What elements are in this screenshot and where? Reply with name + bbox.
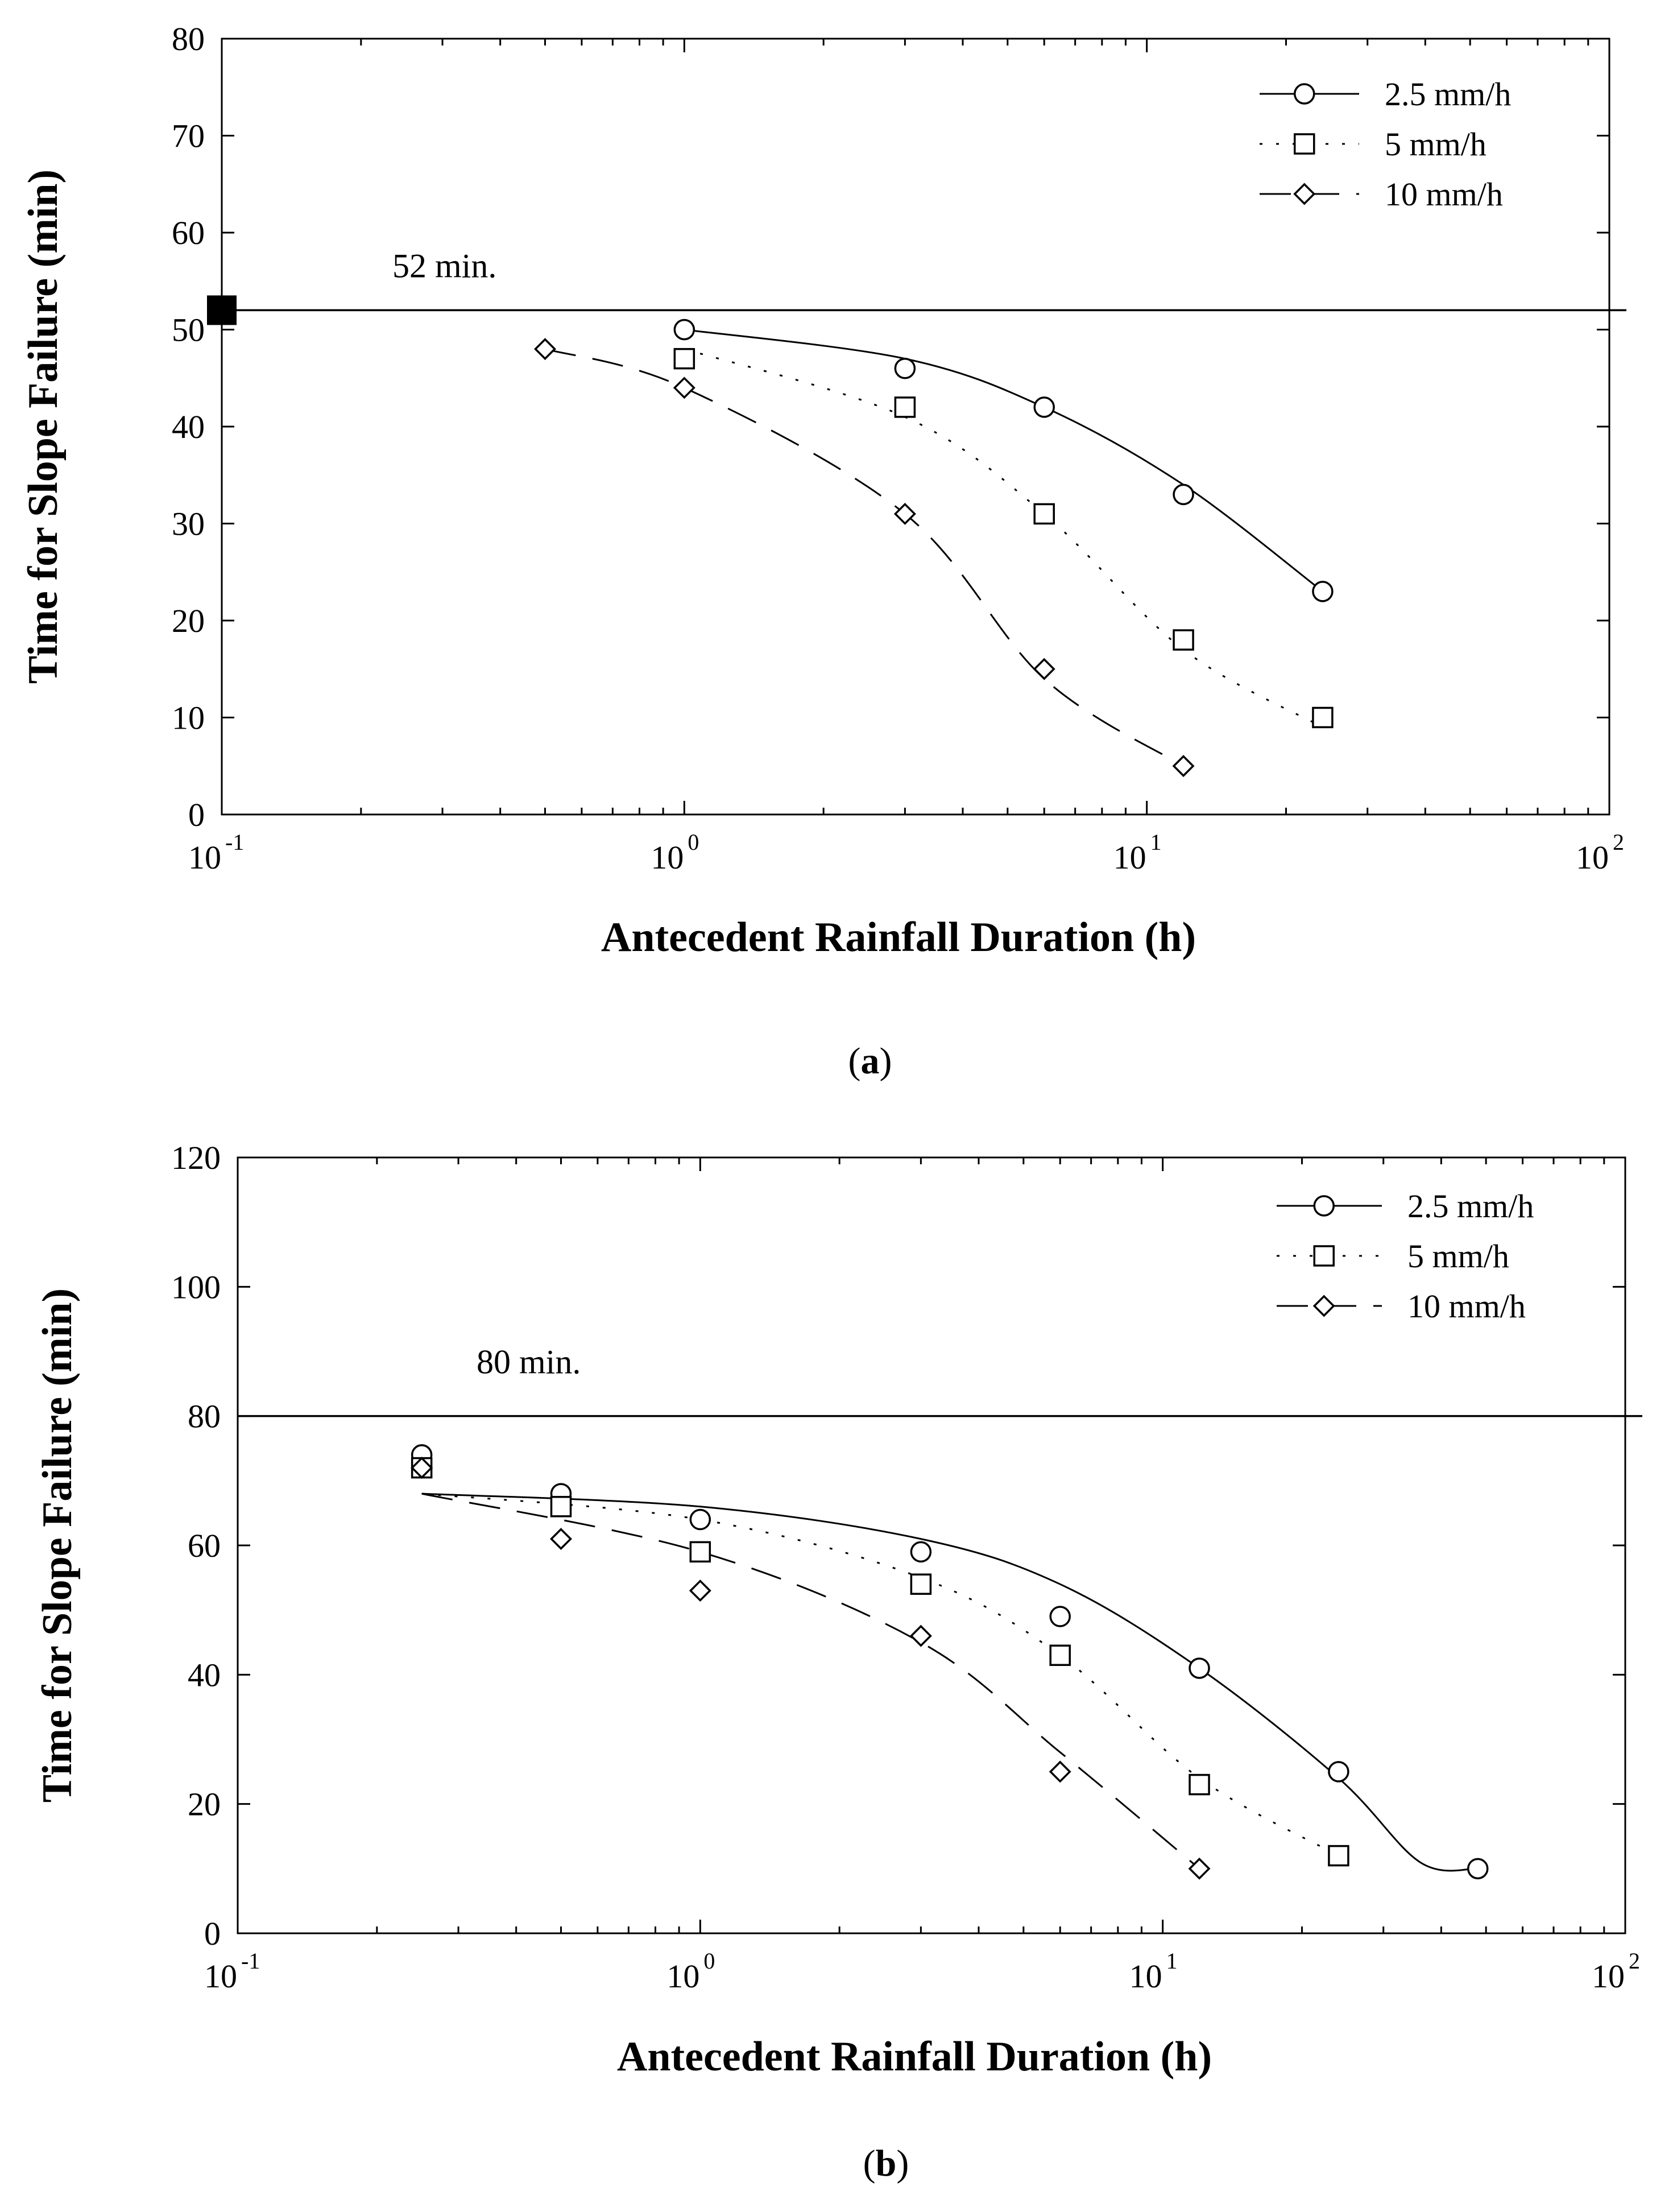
y-tick-label: 20 (172, 602, 205, 639)
x-tick-exponent: 1 (1166, 1948, 1178, 1974)
data-point-diamond (550, 1528, 572, 1551)
data-point-diamond (1049, 1760, 1071, 1783)
legend-diamond-marker (1293, 183, 1316, 205)
x-tick-label: 10 (188, 839, 221, 876)
trend-line-5-mm-h (684, 348, 1323, 728)
x-tick-label: 10 (1592, 1958, 1625, 1995)
trend-line-2-5-mm-h (421, 1492, 1478, 1872)
x-tick-label: 10 (204, 1958, 237, 1995)
data-point-square (1049, 1644, 1071, 1666)
data-point-circle (1328, 1761, 1349, 1783)
reference-line-label: 52 min. (392, 247, 496, 284)
data-point-square (1173, 629, 1194, 651)
data-point-square (1312, 706, 1334, 729)
x-tick-exponent: 0 (703, 1948, 715, 1974)
data-point-square (894, 396, 916, 418)
data-point-square (1033, 503, 1055, 525)
data-point-circle (910, 1541, 932, 1563)
panel-caption: (a) (848, 1040, 892, 1082)
data-point-circle (1312, 581, 1334, 602)
data-point-circle (894, 357, 916, 379)
legend-diamond-marker (1312, 1295, 1335, 1317)
data-point-circle (1467, 1858, 1489, 1880)
x-tick-label: 10 (651, 839, 684, 876)
reference-marker (207, 295, 237, 325)
x-tick-exponent: 1 (1150, 829, 1162, 855)
x-axis-title: Antecedent Rainfall Duration (h) (617, 2033, 1212, 2080)
data-point-circle (673, 319, 695, 341)
y-tick-label: 40 (188, 1656, 221, 1693)
legend-square-marker (1294, 133, 1315, 155)
x-tick-exponent: 2 (1629, 1948, 1640, 1974)
legend-label: 5 mm/h (1407, 1238, 1509, 1275)
data-point-diamond (411, 1457, 433, 1479)
y-tick-label: 20 (188, 1786, 221, 1823)
y-axis-title: Time for Slope Failure (min) (20, 169, 67, 684)
y-tick-label: 80 (172, 20, 205, 57)
legend-label: 2.5 mm/h (1407, 1188, 1534, 1225)
y-tick-label: 70 (172, 118, 205, 155)
trend-line-10-mm-h (421, 1492, 1200, 1870)
x-tick-exponent: 0 (688, 829, 699, 855)
y-tick-label: 0 (188, 796, 205, 833)
legend-label: 2.5 mm/h (1385, 76, 1511, 113)
data-point-square (1328, 1845, 1349, 1867)
y-tick-label: 100 (171, 1268, 221, 1305)
x-tick-label: 10 (1113, 839, 1146, 876)
x-tick-exponent: -1 (225, 829, 244, 855)
y-tick-label: 60 (172, 214, 205, 251)
y-tick-label: 40 (172, 408, 205, 445)
data-point-circle (1173, 483, 1194, 506)
legend-label: 5 mm/h (1385, 126, 1486, 163)
y-axis-title: Time for Slope Failure (min) (34, 1288, 81, 1802)
trend-line-10-mm-h (545, 348, 1184, 767)
legend-label: 10 mm/h (1385, 176, 1503, 213)
panel-caption-letter: a (861, 1040, 880, 1082)
panel-caption-close: ) (880, 1040, 892, 1082)
y-tick-label: 60 (188, 1527, 221, 1564)
reference-line-label: 80 min. (477, 1343, 581, 1381)
x-axis-title: Antecedent Rainfall Duration (h) (601, 914, 1196, 961)
y-tick-label: 10 (172, 700, 205, 737)
data-point-square (673, 348, 695, 370)
y-tick-label: 0 (204, 1915, 221, 1952)
x-tick-label: 10 (666, 1958, 699, 1995)
trend-line-2-5-mm-h (684, 329, 1323, 592)
legend-square-marker (1313, 1245, 1335, 1267)
x-tick-exponent: -1 (241, 1948, 260, 1974)
y-tick-label: 50 (172, 312, 205, 349)
data-point-circle (1049, 1606, 1071, 1627)
data-point-square (689, 1541, 711, 1563)
panel-caption-letter: b (876, 2143, 897, 2184)
panel-caption-close: ) (896, 2143, 909, 2184)
data-point-square (550, 1496, 572, 1518)
x-tick-exponent: 2 (1613, 829, 1624, 855)
y-tick-label: 120 (171, 1139, 221, 1176)
data-point-diamond (689, 1580, 711, 1602)
data-point-square (910, 1573, 932, 1595)
y-tick-label: 80 (188, 1398, 221, 1435)
data-point-diamond (1188, 1857, 1211, 1880)
panel-caption: (b) (863, 2143, 909, 2184)
x-tick-label: 10 (1576, 839, 1609, 876)
data-point-circle (1189, 1657, 1210, 1679)
data-point-diamond (1033, 658, 1055, 680)
data-point-diamond (1172, 755, 1195, 778)
data-point-diamond (534, 338, 556, 361)
legend-circle-marker (1313, 1195, 1335, 1217)
y-tick-label: 30 (172, 506, 205, 543)
data-point-circle (689, 1508, 711, 1531)
data-point-diamond (673, 377, 695, 399)
data-point-diamond (909, 1624, 932, 1647)
x-tick-label: 10 (1129, 1958, 1162, 1995)
legend-label: 10 mm/h (1407, 1288, 1526, 1325)
data-point-square (1189, 1773, 1210, 1796)
legend-circle-marker (1294, 83, 1315, 105)
data-point-diamond (893, 502, 916, 525)
data-point-circle (1033, 396, 1055, 418)
